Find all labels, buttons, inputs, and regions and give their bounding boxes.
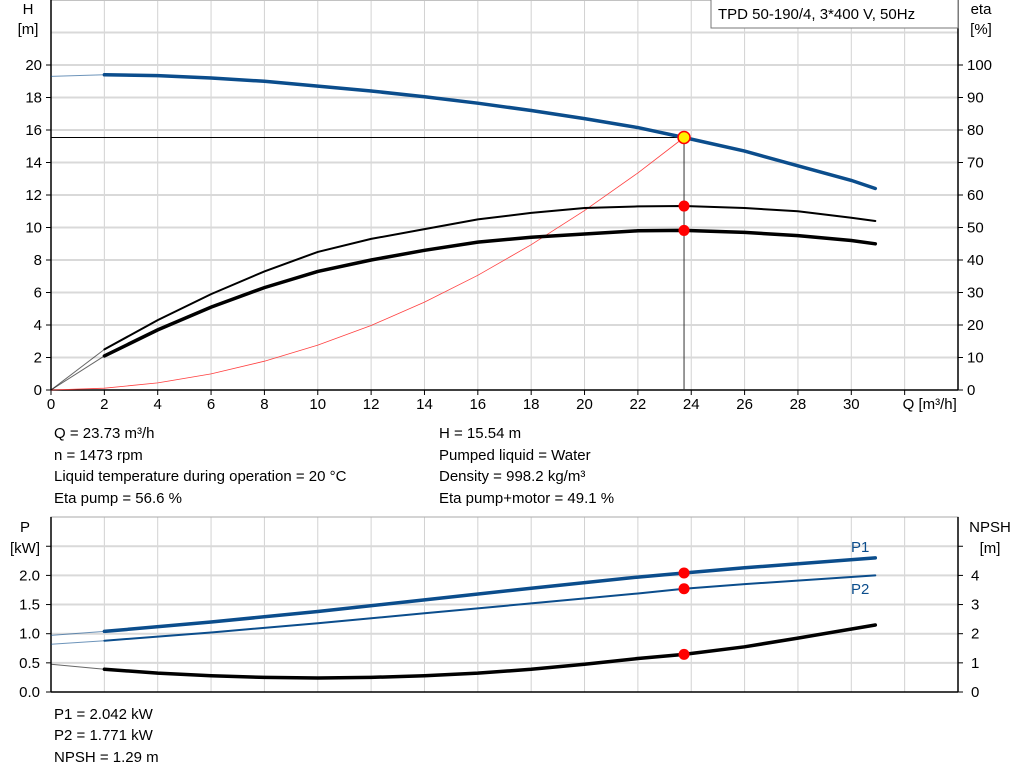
npsh-curve: [102, 623, 878, 680]
y-tick-label-left: 12: [25, 187, 42, 204]
head-curve-extension: [50, 74, 105, 77]
y-tick-label-right: 90: [967, 90, 984, 107]
chart-title: TPD 50-190/4, 3*400 V, 50Hz: [718, 6, 915, 23]
y-tick-label-left: 14: [25, 155, 42, 172]
y-tick-label-right: 80: [967, 122, 984, 139]
y-tick-label-left: 6: [34, 285, 42, 302]
y-axis-label-left: P: [20, 519, 30, 536]
x-tick-label: 16: [469, 396, 486, 413]
y-tick-label-left: 2: [34, 350, 42, 367]
y-tick-label-right: 30: [967, 285, 984, 302]
info-p1: P1 = 2.042 kW: [54, 706, 153, 723]
eta-pump-point: [678, 200, 690, 212]
info-p2: P2 = 1.771 kW: [54, 727, 153, 744]
y-tick-label-left: 1.5: [19, 597, 40, 614]
y-tick-label-left: 16: [25, 122, 42, 139]
title-box: [710, 0, 959, 29]
y-tick-label-right: 20: [967, 317, 984, 334]
y-tick-label-left: 4: [34, 317, 42, 334]
y-tick-label-right: 4: [971, 567, 979, 584]
info-n: n = 1473 rpm: [54, 447, 143, 464]
x-tick-label: 20: [576, 396, 593, 413]
info-npsh: NPSH = 1.29 m: [54, 749, 159, 766]
p2-label: P2: [851, 581, 869, 598]
npsh-curve-extension: [50, 663, 105, 670]
x-tick-label: 24: [683, 396, 700, 413]
eta-total-point: [678, 224, 690, 236]
x-axis-label: Q [m³/h]: [903, 396, 957, 413]
x-tick-label: 14: [416, 396, 433, 413]
x-tick-label: 6: [207, 396, 215, 413]
y-tick-label-right: 2: [971, 626, 979, 643]
p1-curve: [102, 556, 878, 634]
system-curve: [50, 137, 685, 391]
npsh-point: [678, 648, 690, 660]
y-axis-label-right: NPSH: [969, 519, 1011, 536]
y-axis-label-left: H: [23, 1, 34, 18]
y-tick-label-left: 20: [25, 57, 42, 74]
eta-total-curve-extension: [50, 355, 105, 391]
p2-curve: [103, 574, 877, 642]
p1-label: P1: [851, 539, 869, 556]
y-tick-label-left: 8: [34, 252, 42, 269]
y-axis-label-right-unit: [m]: [980, 540, 1001, 557]
info-h: H = 15.54 m: [439, 425, 522, 442]
info-temp: Liquid temperature during operation = 20…: [54, 468, 347, 485]
info-eta-total: Eta pump+motor = 49.1 %: [439, 490, 615, 507]
y-tick-label-right: 0: [967, 382, 975, 399]
info-density: Density = 998.2 kg/m³: [439, 468, 586, 485]
x-tick-label: 0: [47, 396, 55, 413]
info-eta-pump: Eta pump = 56.6 %: [54, 490, 182, 507]
y-tick-label-right: 70: [967, 155, 984, 172]
x-tick-label: 8: [260, 396, 268, 413]
x-tick-label: 26: [736, 396, 753, 413]
x-tick-label: 22: [630, 396, 647, 413]
head-curve: [102, 73, 878, 191]
y-tick-label-left: 0.5: [19, 655, 40, 672]
y-tick-label-right: 60: [967, 187, 984, 204]
y-tick-label-left: 0: [34, 382, 42, 399]
y-tick-label-right: 50: [967, 220, 984, 237]
y-axis-label-right-unit: [%]: [970, 21, 992, 38]
x-tick-label: 10: [309, 396, 326, 413]
y-tick-label-right: 10: [967, 350, 984, 367]
x-tick-label: 18: [523, 396, 540, 413]
p1-curve-extension: [50, 630, 105, 636]
x-tick-label: 28: [790, 396, 807, 413]
x-tick-label: 4: [154, 396, 162, 413]
y-tick-label-right: 3: [971, 597, 979, 614]
y-tick-label-right: 40: [967, 252, 984, 269]
x-tick-label: 2: [100, 396, 108, 413]
x-tick-label: 12: [363, 396, 380, 413]
y-tick-label-left: 2.0: [19, 567, 40, 584]
y-tick-label-left: 0.0: [19, 684, 40, 701]
eta-total-curve: [102, 228, 878, 358]
x-tick-label: 30: [843, 396, 860, 413]
info-q: Q = 23.73 m³/h: [54, 425, 155, 442]
p2-curve-extension: [50, 640, 105, 645]
p2-point: [678, 583, 690, 595]
y-axis-label-right: eta: [971, 1, 993, 18]
operating-point: [677, 130, 691, 145]
y-tick-label-left: 1.0: [19, 626, 40, 643]
eta-pump-curve-extension: [50, 349, 105, 391]
y-tick-label-left: 18: [25, 90, 42, 107]
y-tick-label-left: 10: [25, 220, 42, 237]
eta-pump-curve: [103, 204, 877, 351]
y-tick-label-right: 1: [971, 655, 979, 672]
p1-point: [678, 567, 690, 579]
y-axis-label-left-unit: [m]: [18, 21, 39, 38]
y-tick-label-right: 0: [971, 684, 979, 701]
info-liquid: Pumped liquid = Water: [439, 447, 591, 464]
y-tick-label-right: 100: [967, 57, 992, 74]
y-axis-label-left-unit: [kW]: [10, 540, 40, 557]
